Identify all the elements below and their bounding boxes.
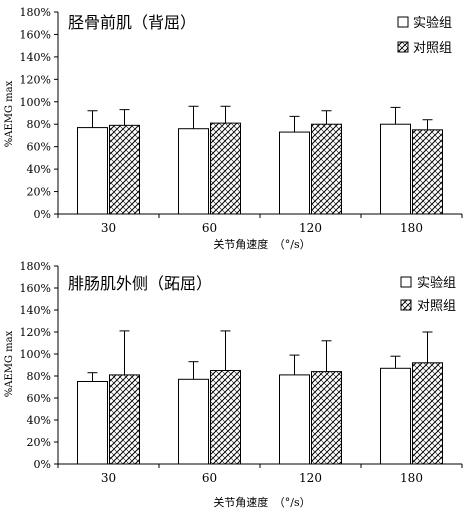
bar-experimental [178, 378, 209, 465]
bar-experimental [178, 128, 209, 215]
y-tick-label: 40% [27, 163, 51, 176]
y-tick-label: 140% [20, 51, 51, 64]
chart-tibialis-svg: 0% 20% 40% 60% 80% 100% 120% 140% 160% 180% 30 60 12… [4, 6, 463, 251]
bar-experimental [77, 381, 108, 465]
y-tick-label: 180% [20, 260, 51, 273]
bar-control [210, 122, 241, 215]
bar-control [412, 129, 443, 215]
bar-control [210, 370, 241, 465]
bar-experimental [279, 374, 310, 465]
legend-swatch-control [397, 41, 409, 53]
chart-title: 胫骨前肌（背屈） [68, 13, 196, 32]
y-tick-label: 20% [27, 186, 51, 199]
x-tick-label: 180 [400, 471, 423, 485]
y-tick-label: 80% [27, 370, 51, 383]
y-tick-label: 160% [20, 28, 51, 41]
legend-label-control: 对照组 [417, 299, 456, 314]
chart-panel-tibialis: 0% 20% 40% 60% 80% 100% 120% 140% 160% 180% 30 60 12… [4, 6, 463, 251]
x-tick-label: 60 [202, 471, 217, 485]
y-tick-label: 160% [20, 282, 51, 295]
y-tick-label: 40% [27, 414, 51, 427]
legend: 实验组 对照组 [397, 15, 452, 56]
y-tick-label: 20% [27, 436, 51, 449]
bar-experimental [77, 127, 108, 215]
y-tick-label: 120% [20, 326, 51, 339]
bar-experimental [279, 131, 310, 215]
legend-swatch-experimental [397, 16, 409, 28]
y-tick-label: 100% [20, 348, 51, 361]
bar-control [109, 374, 140, 465]
bar-experimental [380, 123, 411, 215]
y-tick-label: 0% [34, 458, 51, 471]
legend-label-experimental: 实验组 [413, 15, 452, 31]
y-axis-label: %AEMG max [4, 80, 15, 147]
bar-control [311, 371, 342, 465]
y-tick-label: 100% [20, 96, 51, 109]
y-tick-label: 120% [20, 73, 51, 86]
legend-label-control: 对照组 [413, 41, 452, 56]
chart-panel-gastrocnemius: 0% 20% 40% 60% 80% 100% 120% 140% 160% 180% 30 60 12… [0, 257, 474, 514]
bar-experimental [380, 367, 411, 465]
x-axis-label: 关节角速度 （°/s） [213, 495, 310, 509]
x-tick-label: 120 [299, 471, 322, 485]
y-tick-label: 180% [20, 6, 51, 19]
chart-gastrocnemius-svg: 0% 20% 40% 60% 80% 100% 120% 140% 160% 180% 30 60 12… [4, 260, 463, 509]
bar-control [109, 124, 140, 215]
y-tick-label: 80% [27, 118, 51, 131]
bar-control [412, 362, 443, 465]
x-tick-label: 120 [299, 221, 322, 235]
legend-label-experimental: 实验组 [417, 275, 456, 291]
y-tick-label: 0% [34, 208, 51, 221]
x-tick-label: 180 [400, 221, 423, 235]
x-axis-label: 关节角速度 （°/s） [213, 237, 310, 251]
bar-control [311, 123, 342, 215]
y-tick-label: 60% [27, 392, 51, 405]
x-tick-label: 60 [202, 221, 217, 235]
y-axis-label: %AEMG max [4, 330, 15, 397]
legend-swatch-control [400, 299, 412, 311]
legend: 实验组 对照组 [400, 275, 456, 314]
chart-title: 腓肠肌外侧（跖屈） [68, 274, 212, 293]
legend-swatch-experimental [400, 276, 412, 288]
x-tick-label: 30 [101, 471, 116, 485]
y-tick-label: 60% [27, 141, 51, 154]
x-tick-label: 30 [101, 221, 116, 235]
y-tick-label: 140% [20, 304, 51, 317]
